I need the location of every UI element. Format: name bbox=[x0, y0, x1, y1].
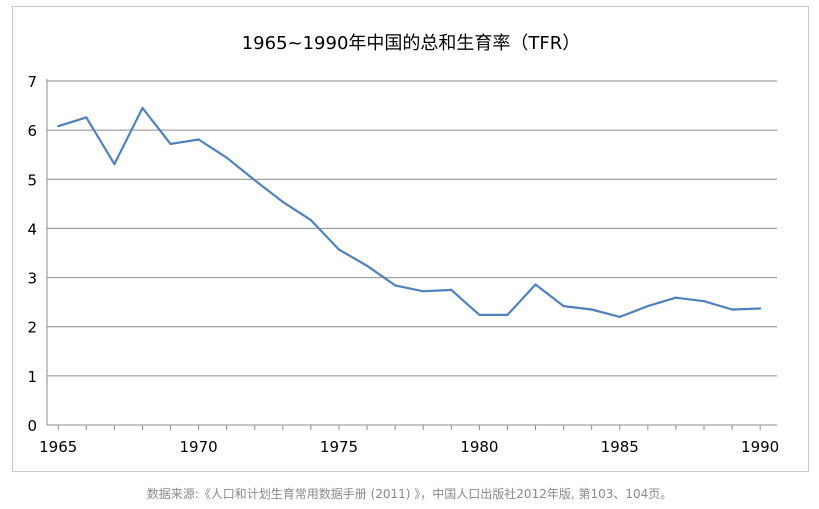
y-tick-label: 0 bbox=[27, 417, 37, 435]
data-point bbox=[253, 179, 256, 182]
y-tick-label: 7 bbox=[27, 73, 37, 91]
data-point bbox=[759, 307, 762, 310]
axes bbox=[46, 79, 777, 430]
data-point bbox=[57, 125, 60, 128]
x-tick-label: 1980 bbox=[460, 438, 498, 456]
data-point bbox=[590, 308, 593, 311]
data-point bbox=[394, 284, 397, 287]
line-chart: 1965~1990年中国的总和生育率（TFR） 0 1 2 3 4 5 6 7 1965 1970… bbox=[27, 33, 779, 456]
data-point bbox=[702, 300, 706, 303]
chart-title: 1965~1990年中国的总和生育率（TFR） bbox=[242, 33, 581, 54]
x-tick-label: 1965 bbox=[39, 438, 77, 456]
y-tick-label: 3 bbox=[27, 270, 37, 288]
data-point bbox=[646, 304, 649, 308]
data-point bbox=[113, 162, 116, 166]
data-point bbox=[506, 313, 509, 317]
source-note: 数据来源:《人口和计划生育常用数据手册 (2011) 》，中国人口出版社2012… bbox=[146, 487, 673, 501]
data-point bbox=[85, 116, 88, 119]
y-tick-label: 6 bbox=[27, 122, 37, 140]
chart-frame: 1965~1990年中国的总和生育率（TFR） 0 1 2 3 4 5 6 7 1965 1970… bbox=[12, 6, 809, 472]
x-tick-label: 1975 bbox=[320, 438, 358, 456]
data-point bbox=[309, 218, 313, 222]
data-point bbox=[674, 296, 678, 299]
data-point bbox=[450, 288, 453, 291]
data-point bbox=[141, 106, 144, 110]
data-point bbox=[562, 304, 565, 308]
y-tick-label: 5 bbox=[27, 171, 37, 189]
data-point bbox=[197, 138, 200, 141]
y-tick-label: 2 bbox=[27, 319, 37, 337]
data-point bbox=[478, 313, 481, 317]
series-line-0 bbox=[57, 106, 761, 318]
data-point bbox=[618, 315, 621, 318]
data-point bbox=[337, 248, 341, 251]
data-point bbox=[422, 290, 425, 293]
series-layer bbox=[57, 106, 762, 318]
gridlines bbox=[47, 80, 777, 377]
tick-labels: 0 1 2 3 4 5 6 7 1965 1970 1975 1980 1985 1990 bbox=[27, 73, 779, 456]
data-point bbox=[730, 308, 734, 311]
data-point bbox=[534, 283, 537, 286]
x-tick-label: 1970 bbox=[180, 438, 218, 456]
y-tick-label: 4 bbox=[27, 220, 37, 238]
y-tick-label: 1 bbox=[27, 368, 37, 386]
data-point bbox=[281, 200, 284, 203]
x-tick-label: 1990 bbox=[741, 438, 779, 456]
data-point bbox=[225, 156, 228, 159]
data-point bbox=[365, 264, 369, 267]
data-point bbox=[169, 142, 172, 146]
x-tick-label: 1985 bbox=[601, 438, 639, 456]
